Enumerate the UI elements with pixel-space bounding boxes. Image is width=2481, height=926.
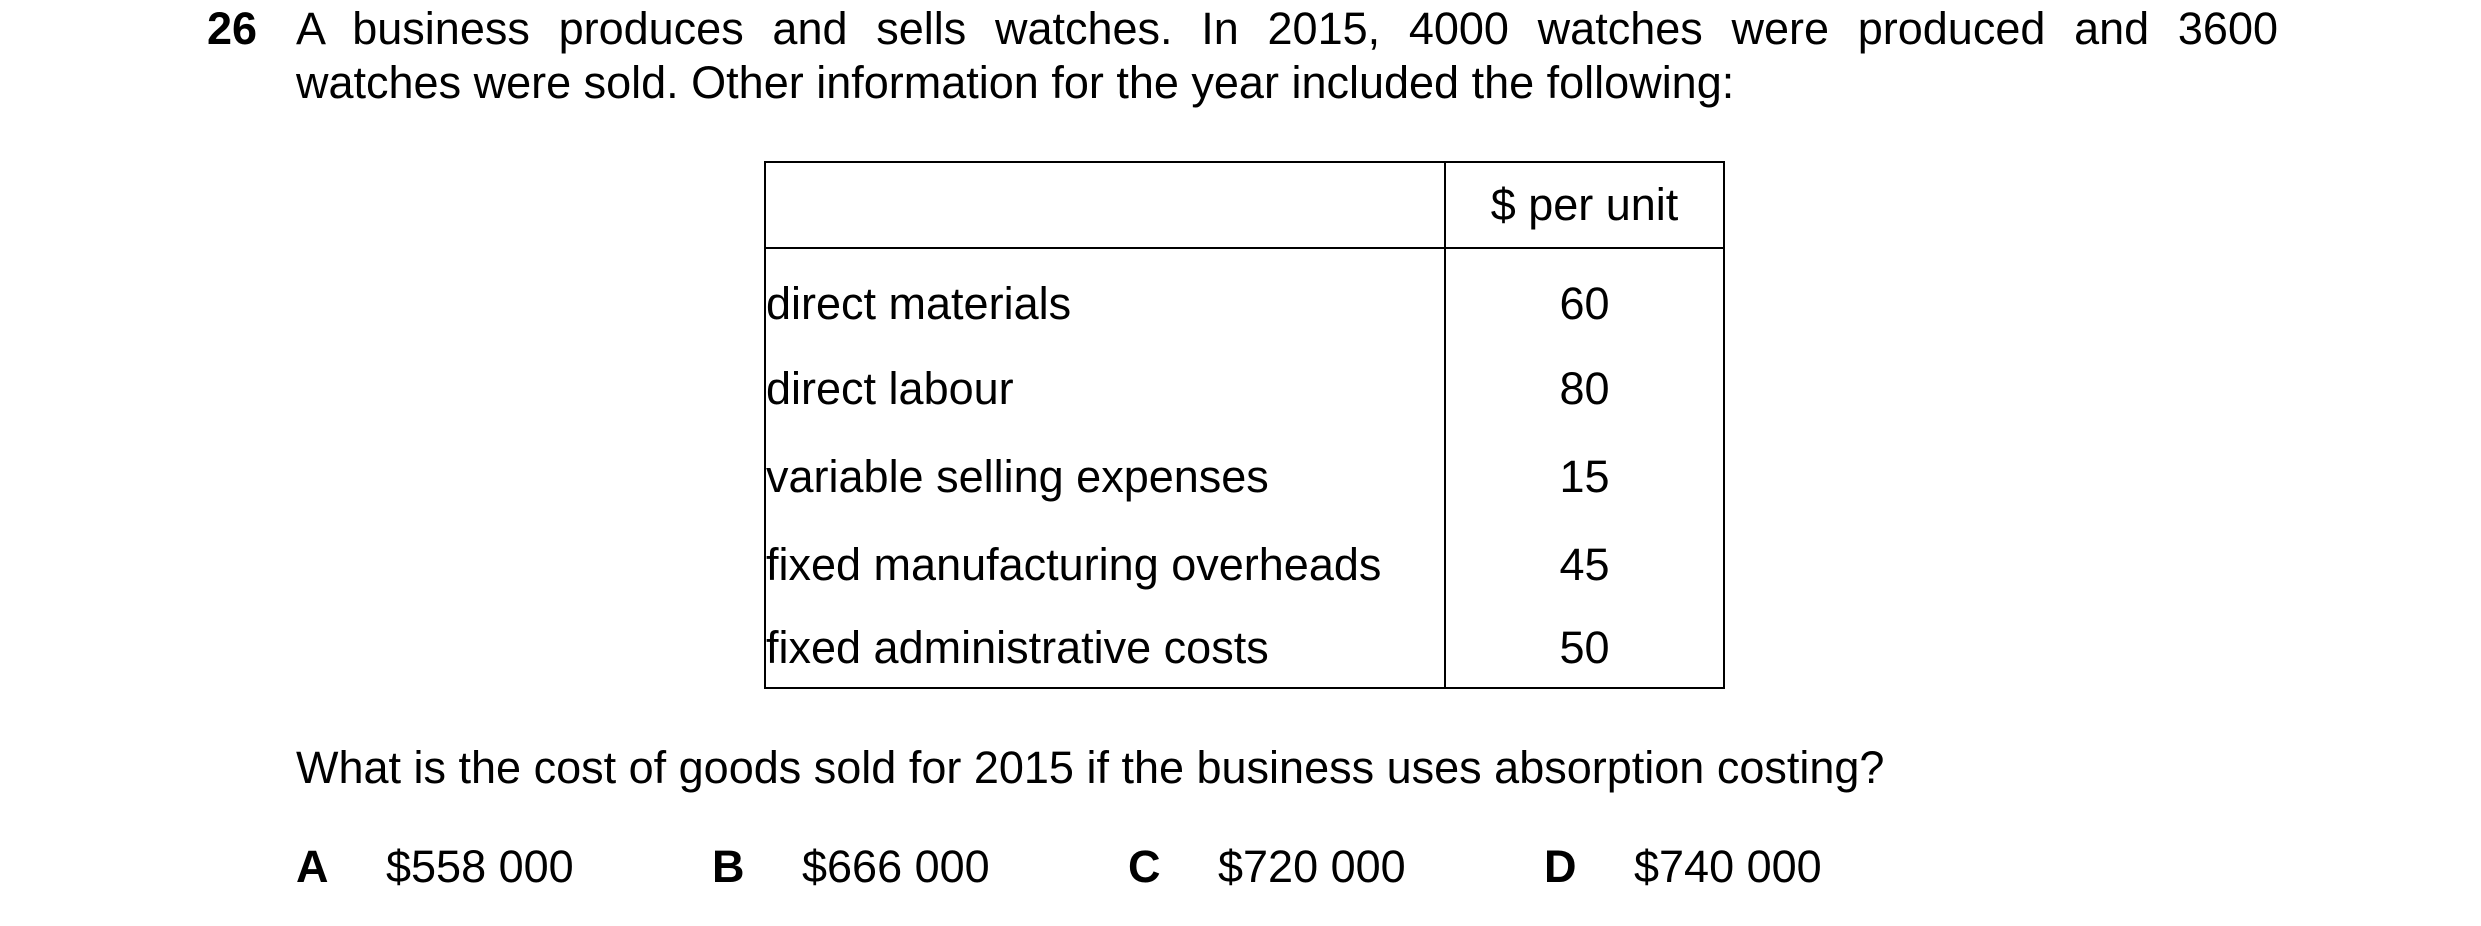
cost-item-label: fixed administrative costs [764, 609, 1446, 689]
option-c[interactable]: C $720 000 [1128, 840, 1406, 894]
table-header-item [764, 161, 1446, 249]
option-text: $666 000 [802, 841, 990, 892]
table-row: direct materials 60 [764, 248, 1725, 345]
question-stem-line-2: watches were sold. Other information for… [296, 57, 1735, 108]
option-letter: B [712, 841, 745, 892]
option-text: $740 000 [1634, 841, 1822, 892]
table-row: fixed manufacturing overheads 45 [764, 521, 1725, 609]
option-b[interactable]: B $666 000 [712, 840, 990, 894]
option-letter: D [1544, 841, 1577, 892]
cost-item-value: 15 [1444, 433, 1725, 521]
option-d[interactable]: D $740 000 [1544, 840, 1822, 894]
question-stem-line-1: A business produces and sells watches. I… [296, 3, 2278, 54]
cost-item-value: 50 [1444, 609, 1725, 689]
answer-options: A $558 000 B $666 000 C $720 000 D $740 000 [296, 840, 2096, 894]
question-prompt: What is the cost of goods sold for 2015 … [296, 742, 1885, 793]
option-text: $720 000 [1218, 841, 1406, 892]
option-a[interactable]: A $558 000 [296, 840, 574, 894]
question-number: 26 [207, 3, 258, 54]
cost-per-unit-table: $ per unit direct materials 60 direct la… [764, 161, 1725, 689]
table-header-value: $ per unit [1444, 161, 1725, 249]
cost-item-label: variable selling expenses [764, 433, 1446, 521]
cost-item-label: fixed manufacturing overheads [764, 521, 1446, 609]
table-row: fixed administrative costs 50 [764, 609, 1725, 689]
table-row: direct labour 80 [764, 345, 1725, 433]
option-letter: A [296, 841, 329, 892]
cost-item-value: 45 [1444, 521, 1725, 609]
cost-item-value: 60 [1444, 248, 1725, 345]
table-header-row: $ per unit [764, 161, 1725, 249]
cost-item-label: direct materials [764, 248, 1446, 345]
cost-item-label: direct labour [764, 345, 1446, 433]
question-stem: A business produces and sells watches. I… [296, 2, 2278, 110]
table-row: variable selling expenses 15 [764, 433, 1725, 521]
option-text: $558 000 [386, 841, 574, 892]
cost-item-value: 80 [1444, 345, 1725, 433]
option-letter: C [1128, 841, 1161, 892]
